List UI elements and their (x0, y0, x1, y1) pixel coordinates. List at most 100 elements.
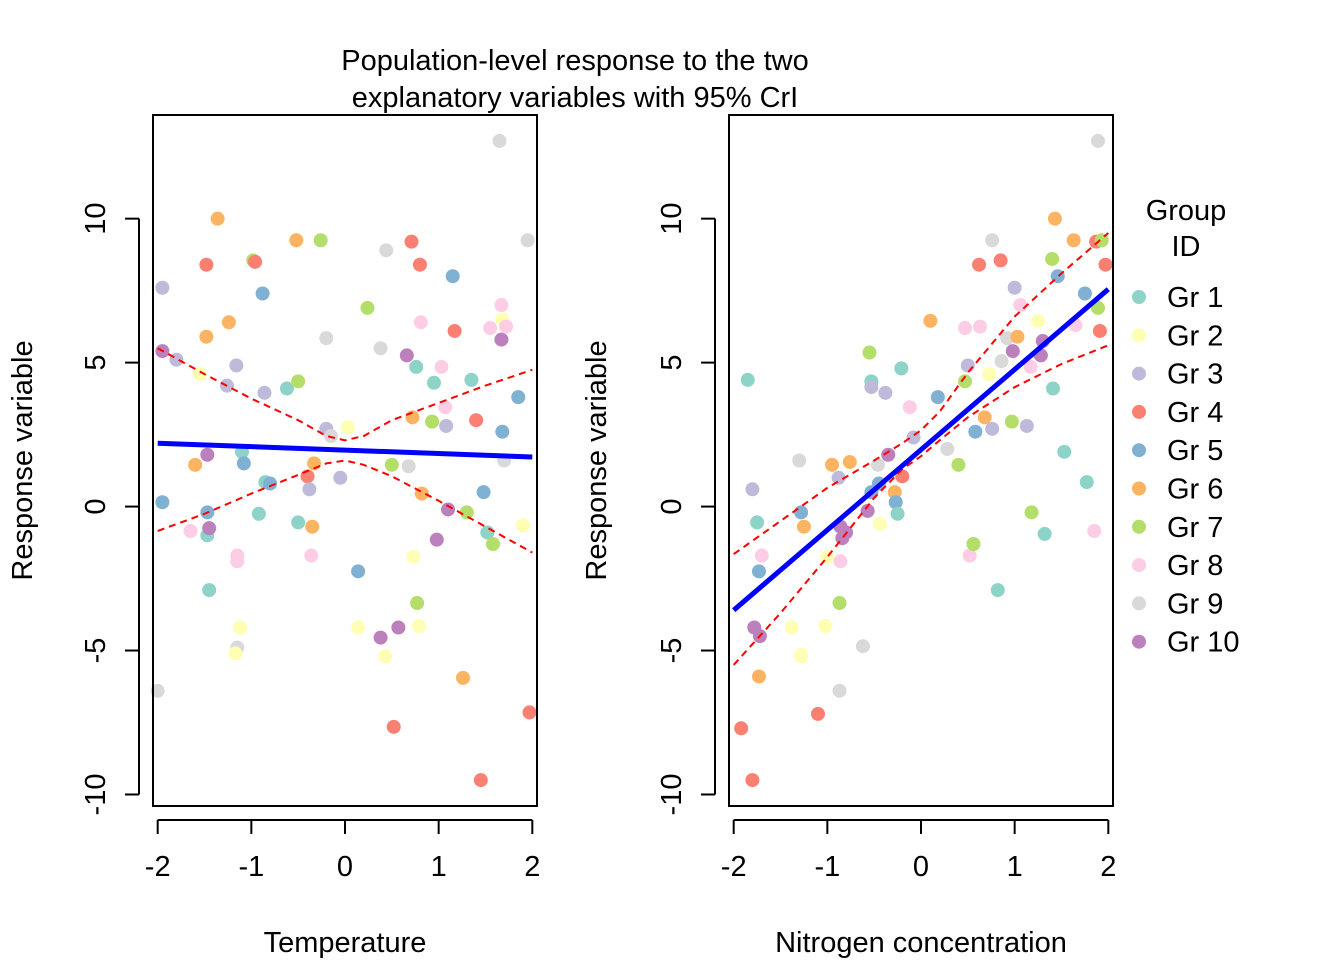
legend-marker-0 (1132, 290, 1146, 304)
nitrogen-point-12 (794, 649, 809, 664)
temperature-point-70 (426, 375, 441, 390)
nitrogen-point-65 (1000, 331, 1015, 346)
nitrogen-point-50 (958, 321, 973, 336)
temperature-point-13 (202, 521, 217, 536)
nitrogen-point-49 (951, 457, 966, 472)
temperature-point-75 (441, 502, 456, 517)
temperature-x-axis-label: Temperature (264, 927, 427, 959)
temperature-point-22 (228, 646, 243, 661)
nitrogen-point-2 (750, 515, 765, 530)
nitrogen-point-53 (962, 548, 977, 563)
temperature-point-79 (459, 505, 474, 520)
temperature-point-7 (192, 367, 207, 382)
nitrogen-point-22 (833, 554, 848, 569)
nitrogen-point-38 (881, 447, 896, 462)
nitrogen-point-1 (745, 482, 760, 497)
nitrogen-point-83 (1066, 233, 1081, 248)
nitrogen-point-44 (902, 400, 917, 415)
nitrogen-point-14 (794, 505, 809, 520)
nitrogen-point-28 (855, 639, 870, 654)
temperature-point-42 (313, 233, 328, 248)
nitrogen-point-42 (894, 361, 909, 376)
temperature-point-97 (522, 705, 537, 720)
temperature-y-tick-label-2: 0 (80, 498, 112, 514)
temperature-point-82 (473, 773, 488, 788)
temperature-x-tick-label-4: 2 (524, 851, 540, 883)
temperature-point-40 (305, 519, 320, 534)
nitrogen-fit-line (732, 287, 1110, 613)
temperature-point-48 (351, 564, 366, 579)
temperature-y-tick-label-3: 5 (80, 355, 112, 371)
nitrogen-point-27 (842, 454, 857, 469)
nitrogen-point-89 (1091, 133, 1106, 148)
temperature-point-64 (410, 596, 425, 611)
legend-label-2: Gr 3 (1167, 359, 1223, 391)
nitrogen-point-61 (985, 421, 1000, 436)
temperature-y-tick-label-4: 10 (80, 203, 112, 235)
legend-label-1: Gr 2 (1167, 320, 1223, 352)
temperature-x-tick-label-3: 1 (431, 851, 447, 883)
temperature-point-90 (494, 332, 509, 347)
nitrogen-point-69 (1010, 329, 1025, 344)
temperature-fit-line (157, 440, 533, 460)
temperature-point-58 (399, 348, 414, 363)
temperature-point-6 (188, 457, 203, 472)
nitrogen-point-79 (1046, 381, 1061, 396)
legend-marker-8 (1132, 596, 1146, 611)
temperature-point-50 (360, 300, 375, 315)
temperature-point-77 (447, 323, 462, 338)
nitrogen-x-tick-label-0: -2 (721, 851, 747, 883)
temperature-point-87 (492, 133, 507, 148)
nitrogen-x-axis-label: Nitrogen concentration (775, 927, 1067, 959)
temperature-point-43 (319, 331, 334, 346)
temperature-point-49 (351, 620, 366, 635)
temperature-point-86 (485, 536, 500, 551)
nitrogen-point-70 (1013, 298, 1028, 313)
temperature-point-73 (438, 400, 453, 415)
nitrogen-point-4 (754, 548, 769, 563)
nitrogen-point-37 (878, 385, 893, 400)
temperature-point-88 (494, 298, 509, 313)
nitrogen-point-87 (1087, 524, 1102, 539)
temperature-point-52 (373, 630, 388, 645)
nitrogen-ci-lower-line (732, 344, 1109, 666)
nitrogen-point-60 (985, 233, 1000, 248)
temperature-point-14 (202, 583, 217, 598)
nitrogen-point-47 (930, 390, 945, 405)
legend-marker-2 (1132, 366, 1146, 381)
nitrogen-point-82 (1057, 444, 1072, 459)
temperature-point-53 (378, 649, 393, 664)
temperature-point-10 (200, 447, 215, 462)
nitrogen-point-46 (923, 313, 938, 328)
temperature-point-71 (429, 532, 444, 547)
temperature-point-34 (289, 233, 304, 248)
temperature-point-32 (263, 476, 278, 491)
temperature-point-85 (483, 321, 498, 336)
temperature-point-96 (520, 233, 535, 248)
nitrogen-point-39 (887, 485, 902, 500)
temperature-x-tick-label-1: -1 (238, 851, 264, 883)
temperature-point-51 (373, 341, 388, 356)
temperature-point-81 (469, 413, 484, 428)
nitrogen-y-axis-label: Response variable (581, 340, 613, 580)
nitrogen-point-62 (990, 583, 1005, 598)
legend-marker-6 (1132, 519, 1146, 534)
temperature-point-66 (412, 257, 427, 272)
nitrogen-point-68 (1007, 280, 1022, 295)
temperature-point-72 (434, 359, 449, 374)
temperature-point-33 (279, 381, 294, 396)
temperature-point-91 (495, 424, 510, 439)
legend-label-9: Gr 10 (1167, 627, 1240, 659)
nitrogen-point-85 (1077, 286, 1092, 301)
temperature-point-80 (464, 372, 479, 387)
nitrogen-point-7 (751, 669, 766, 684)
temperature-point-15 (210, 211, 225, 226)
legend-marker-7 (1132, 558, 1146, 573)
nitrogen-point-15 (796, 519, 811, 534)
temperature-point-30 (257, 385, 272, 400)
temperature-point-27 (248, 254, 263, 269)
temperature-point-39 (304, 548, 319, 563)
